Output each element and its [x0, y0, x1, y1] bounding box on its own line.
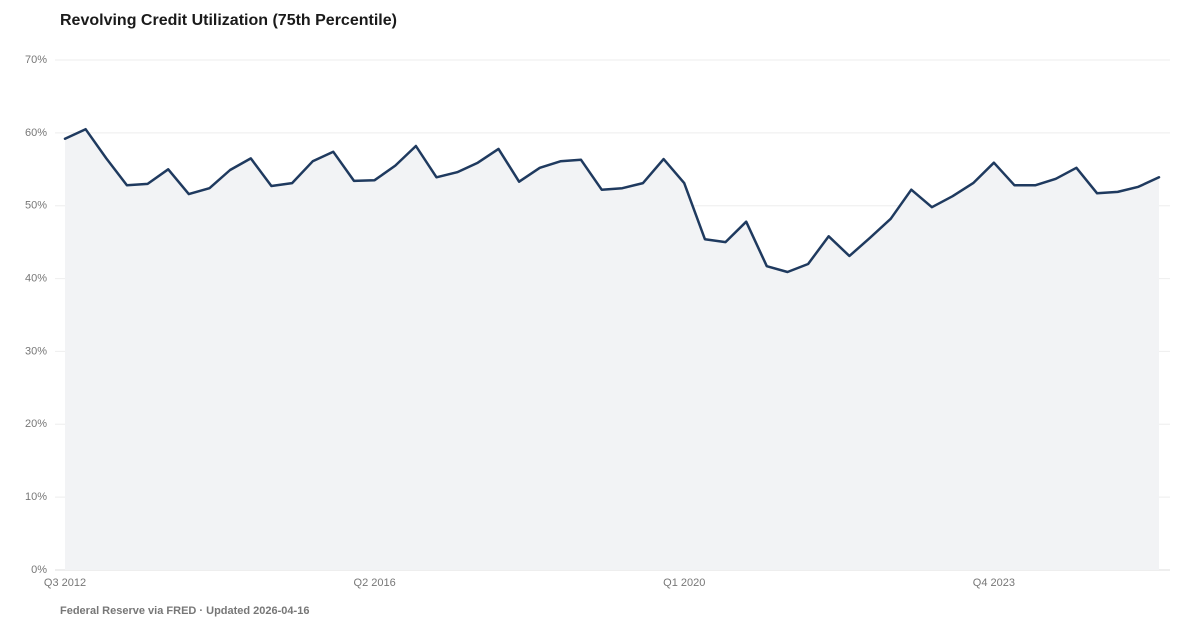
chart-title: Revolving Credit Utilization (75th Perce…: [60, 12, 397, 29]
y-tick-label: 50%: [25, 200, 47, 212]
x-tick-label: Q4 2023: [973, 577, 1015, 589]
area-fill: [65, 129, 1159, 570]
y-tick-label: 30%: [25, 345, 47, 357]
y-tick-label: 40%: [25, 272, 47, 284]
x-tick-label: Q2 2016: [354, 577, 396, 589]
line: [63, 127, 1161, 274]
x-tick-label: Q3 2012: [44, 577, 86, 589]
y-tick-label: 0%: [31, 564, 47, 576]
y-tick-label: 60%: [25, 127, 47, 139]
y-tick-label: 10%: [25, 491, 47, 503]
x-tick-label: Q1 2020: [663, 577, 705, 589]
y-tick-label: 20%: [25, 418, 47, 430]
y-tick-label: 70%: [25, 54, 47, 66]
source-note: Federal Reserve via FRED · Updated 2026-…: [60, 605, 309, 617]
